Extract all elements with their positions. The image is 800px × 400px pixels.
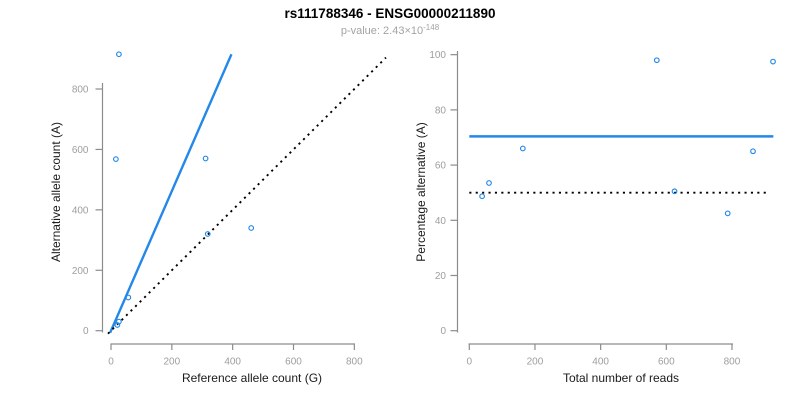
fit-line	[108, 53, 233, 334]
data-point	[125, 294, 132, 301]
data-point	[479, 193, 485, 200]
y-tick-label: 0	[83, 326, 89, 337]
identity-line	[107, 56, 387, 335]
data-point	[204, 231, 211, 237]
x-tick-label: 800	[724, 357, 741, 368]
p-value-exponent: -148	[423, 23, 440, 32]
x-tick-label: 600	[285, 357, 302, 368]
y-tick-label: 600	[72, 145, 89, 156]
axes: 0 20 40 60 80 100 0 200 400 600 800	[429, 50, 740, 367]
right-x-axis-title: Total number of reads	[562, 371, 680, 385]
data-point	[202, 155, 209, 162]
data-point	[114, 322, 121, 328]
data-point	[116, 51, 122, 58]
figure-subtitle: p-value: 2.43×10-148	[0, 23, 780, 37]
left-x-axis-title: Reference allele count (G)	[181, 371, 323, 385]
right-plot: 0 20 40 60 80 100 0 200 400 600 800	[429, 50, 776, 368]
data-point	[770, 58, 776, 65]
data-points	[112, 51, 255, 328]
x-tick-label: 600	[658, 357, 675, 368]
data-point	[750, 148, 756, 155]
left-y-axis-title: Alternative allele count (A)	[49, 121, 63, 263]
x-tick-label: 200	[527, 357, 544, 368]
y-tick-label: 80	[435, 105, 447, 116]
y-tick-label: 100	[429, 50, 446, 61]
right-y-axis-title: Percentage alternative (A)	[414, 122, 428, 262]
x-tick-label: 0	[467, 357, 473, 368]
y-tick-label: 400	[72, 205, 89, 216]
y-tick-label: 0	[440, 326, 446, 337]
data-point	[486, 180, 492, 186]
x-tick-label: 400	[224, 357, 241, 368]
y-tick-label: 40	[435, 216, 447, 227]
y-tick-label: 800	[72, 85, 89, 96]
y-tick-label: 60	[435, 161, 447, 172]
p-value-mantissa: 2.43×10	[383, 25, 424, 37]
y-tick-label: 200	[72, 266, 89, 277]
x-tick-label: 400	[592, 357, 609, 368]
p-value-label: p-value:	[340, 25, 384, 37]
x-tick-label: 0	[108, 357, 114, 368]
figure-title: rs111788346 - ENSG00000211890	[284, 6, 496, 21]
x-tick-label: 800	[346, 357, 363, 368]
y-tick-label: 20	[435, 271, 447, 282]
axes: 0 200 400 600 800 0 200 400 600 800	[72, 83, 363, 368]
data-point	[248, 225, 255, 231]
data-points	[479, 57, 776, 217]
x-tick-label: 200	[163, 357, 180, 368]
data-point	[519, 145, 526, 152]
data-point	[724, 210, 731, 217]
data-point	[112, 156, 119, 162]
data-point	[671, 188, 678, 195]
data-point	[653, 57, 660, 64]
left-plot: 0 200 400 600 800 0 200 400 600 800	[72, 51, 387, 368]
